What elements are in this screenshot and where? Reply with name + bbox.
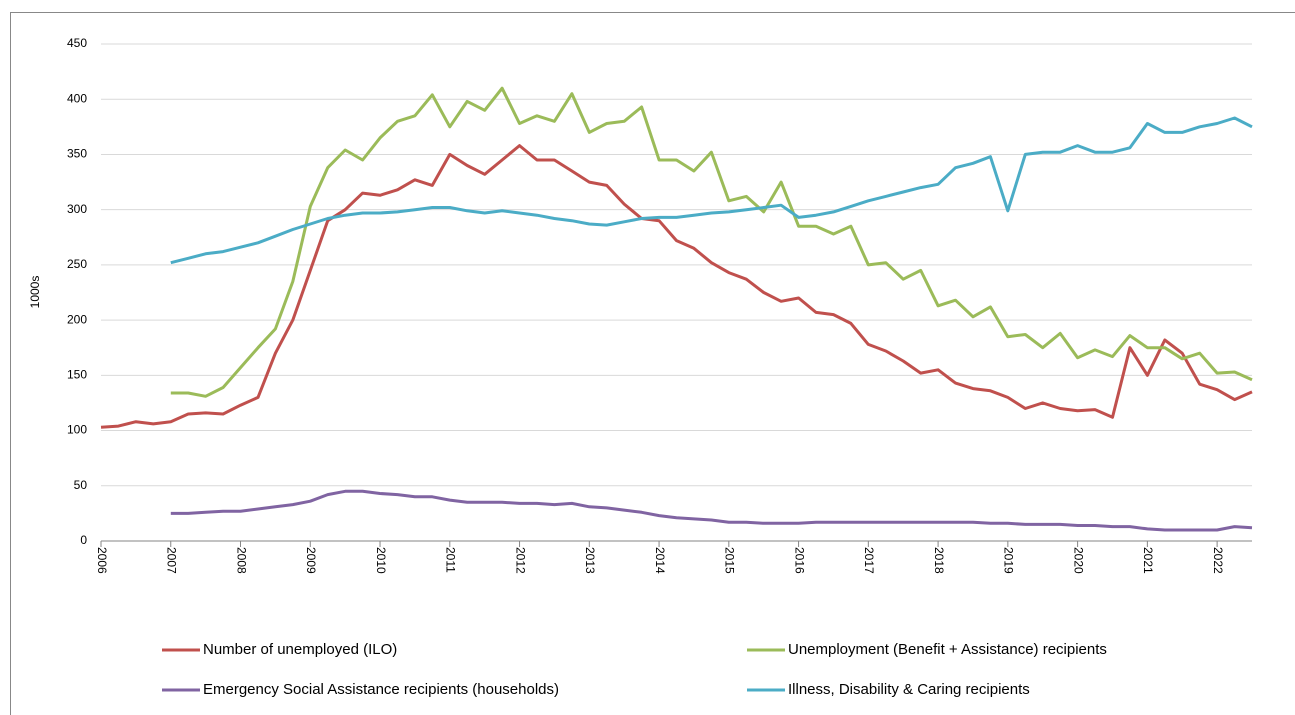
y-tick-label: 50: [74, 478, 88, 492]
x-tick-label: 2020: [1071, 547, 1085, 574]
legend-label: Unemployment (Benefit + Assistance) reci…: [788, 641, 1107, 658]
series-line: [170, 489, 1253, 532]
x-tick-label: 2013: [583, 547, 597, 574]
y-tick-label: 0: [80, 533, 87, 547]
x-tick-label: 2019: [1002, 547, 1016, 574]
legend-label: Illness, Disability & Caring recipients: [788, 681, 1030, 698]
x-tick-label: 2021: [1141, 547, 1155, 574]
y-tick-label: 450: [67, 36, 87, 50]
x-tick-label: 2007: [165, 547, 179, 574]
x-tick-label: 2011: [444, 547, 458, 573]
x-tick-label: 2015: [723, 547, 737, 574]
x-tick-label: 2018: [932, 547, 946, 574]
x-tick-label: 2017: [862, 547, 876, 574]
y-tick-label: 300: [67, 202, 87, 216]
y-tick-label: 400: [67, 91, 87, 105]
y-axis-label: 1000s: [28, 276, 42, 309]
y-tick-label: 250: [67, 257, 87, 271]
series-line: [100, 144, 1253, 429]
series-line: [170, 116, 1253, 265]
x-tick-label: 2016: [792, 547, 806, 574]
y-tick-label: 150: [67, 368, 87, 382]
y-tick-label: 350: [67, 147, 87, 161]
x-tick-label: 2006: [95, 547, 109, 574]
legend-label: Number of unemployed (ILO): [203, 641, 397, 658]
y-tick-label: 200: [67, 312, 87, 326]
x-tick-label: 2010: [374, 547, 388, 574]
x-tick-label: 2022: [1211, 547, 1225, 574]
x-tick-label: 2009: [304, 547, 318, 574]
x-tick-label: 2008: [234, 547, 248, 574]
series-line: [170, 86, 1253, 398]
x-tick-label: 2014: [653, 547, 667, 574]
chart-border: [10, 12, 1295, 715]
x-tick-label: 2012: [513, 547, 527, 574]
legend-label: Emergency Social Assistance recipients (…: [203, 681, 559, 698]
y-tick-label: 100: [67, 423, 87, 437]
